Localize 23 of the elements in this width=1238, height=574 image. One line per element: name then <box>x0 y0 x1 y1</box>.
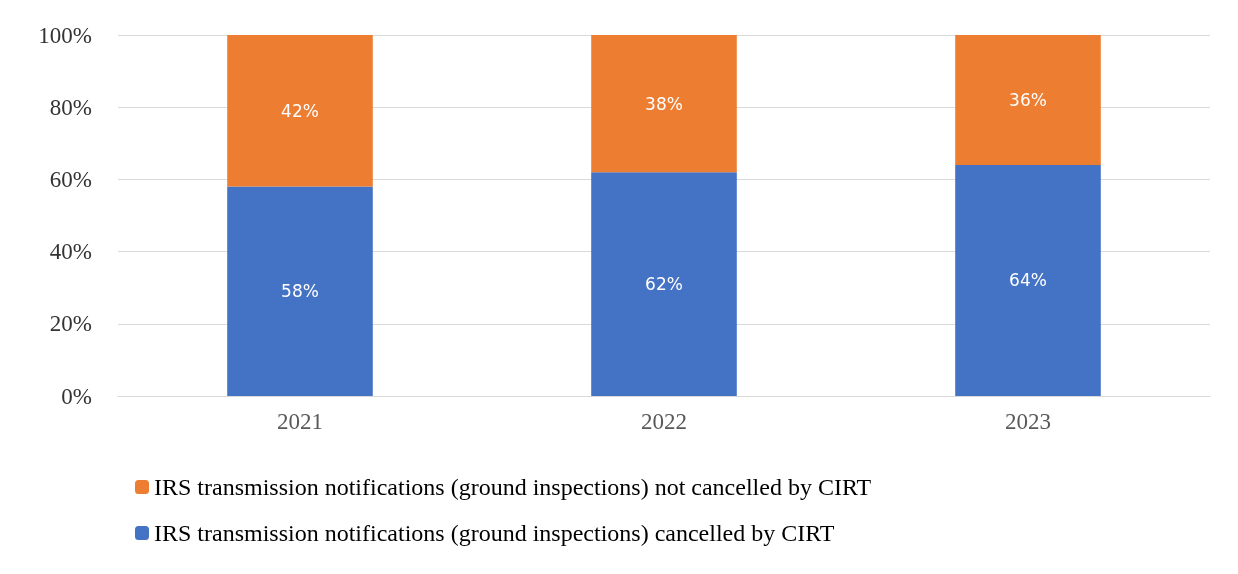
data-label: 58% <box>281 281 319 302</box>
y-tick-label: 80% <box>49 94 92 120</box>
x-tick-label: 2021 <box>277 409 323 434</box>
data-label: 36% <box>1009 89 1047 110</box>
y-tick-label: 60% <box>49 166 92 192</box>
x-tick-label: 2023 <box>1005 409 1051 434</box>
data-label: 38% <box>645 93 683 114</box>
x-tick-label: 2022 <box>641 409 687 434</box>
bar <box>227 186 373 396</box>
data-label: 62% <box>645 274 683 295</box>
y-tick-label: 40% <box>49 239 92 265</box>
legend-label: IRS transmission notifications (ground inspections) cancelled by CIRT <box>154 520 835 546</box>
data-label: 64% <box>1009 270 1047 291</box>
bar <box>591 172 737 396</box>
bar <box>227 35 373 187</box>
bar <box>955 35 1101 165</box>
y-tick-label: 100% <box>38 22 92 48</box>
y-tick-label: 0% <box>61 383 92 409</box>
y-tick-label: 20% <box>49 311 92 337</box>
bar <box>955 164 1101 396</box>
data-label: 42% <box>281 100 319 121</box>
legend-label: IRS transmission notifications (ground inspections) not cancelled by CIRT <box>154 474 872 500</box>
bar <box>591 35 737 173</box>
